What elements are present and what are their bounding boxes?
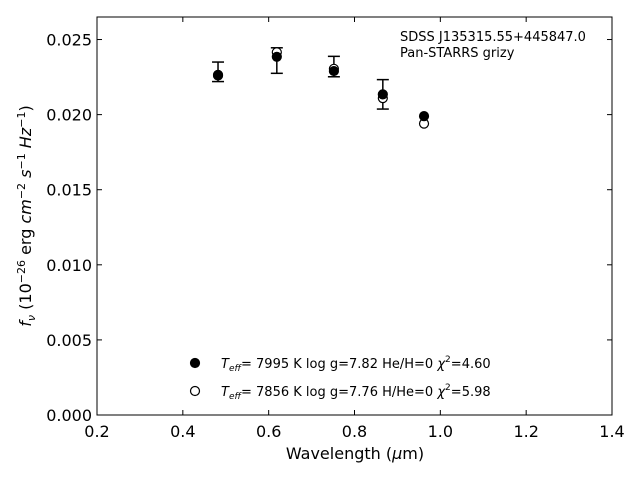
annotation-line-2: Pan-STARRS grizy	[400, 46, 515, 61]
y-axis-label: fν (10−26 erg cm−2 s−1 Hz−1)	[15, 105, 38, 326]
y-tick-label: 0.005	[46, 331, 92, 350]
y-tick-label: 0.010	[46, 256, 92, 275]
points-layer	[212, 47, 430, 129]
x-tick-label: 0.6	[256, 422, 281, 441]
legend-label-2: Teff= 7856 K log g=7.76 H/He=0 χ2=5.98	[221, 383, 491, 402]
point-filled	[212, 69, 224, 80]
plot-frame	[96, 16, 613, 416]
legend-label-1: Teff= 7995 K log g=7.82 He/H=0 χ2=4.60	[221, 355, 491, 374]
legend-marker-open	[189, 385, 201, 397]
y-tick-label: 0.015	[46, 181, 92, 200]
legend: Teff= 7995 K log g=7.82 He/H=0 χ2=4.60 T…	[189, 355, 491, 402]
x-tick-label: 1.0	[428, 422, 453, 441]
x-tick-label: 0.2	[84, 422, 109, 441]
point-filled	[328, 65, 339, 77]
x-tick-label: 1.4	[599, 422, 624, 441]
annotation-line-1: SDSS J135315.55+445847.0	[400, 30, 586, 45]
legend-marker-filled	[189, 357, 201, 369]
point-filled	[377, 89, 388, 100]
point-filled	[271, 51, 282, 62]
y-tick-label: 0.000	[46, 406, 92, 425]
axes-layer	[96, 16, 613, 416]
x-tick-label: 0.4	[170, 422, 195, 441]
y-tick-label: 0.020	[46, 106, 92, 125]
y-tick-label: 0.025	[46, 31, 92, 50]
ticks-layer: 0.2 0.4 0.6 0.8 1.0 1.2 1.4 0.000 0.005 0.010 0.01…	[46, 17, 625, 441]
errorbars-layer	[212, 47, 389, 110]
point-filled	[418, 111, 430, 122]
x-axis-label: Wavelength (μm)	[286, 444, 424, 463]
x-tick-label: 1.2	[513, 422, 538, 441]
x-tick-label: 0.8	[342, 422, 367, 441]
